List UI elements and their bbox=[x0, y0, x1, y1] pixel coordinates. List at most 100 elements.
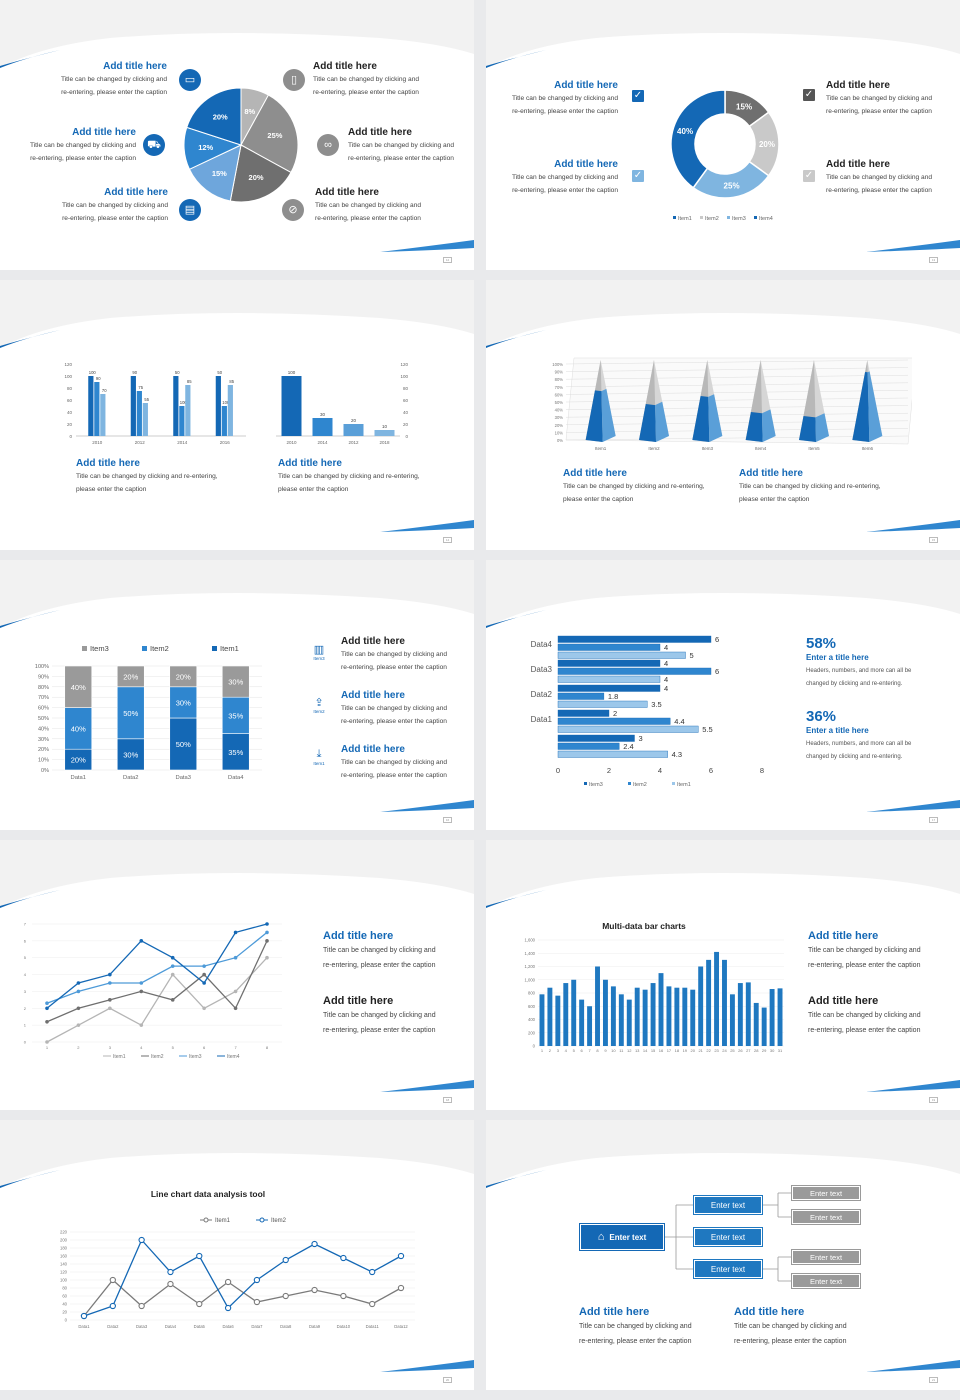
x-tick-label: 21 bbox=[698, 1048, 703, 1053]
slide-19[interactable]: Enter your title here 19 Multi-data bar … bbox=[486, 840, 960, 1110]
leaf-node[interactable]: Enter text bbox=[792, 1250, 860, 1264]
legend-label: Item1 bbox=[677, 782, 691, 788]
x-tick-label: 3 bbox=[557, 1048, 560, 1053]
stat-title: Enter a title here bbox=[806, 653, 869, 662]
child-node[interactable]: Enter text bbox=[694, 1196, 762, 1214]
slide-13[interactable]: Enter your title here 13 Add title here … bbox=[486, 0, 960, 270]
segment-label: 40% bbox=[71, 724, 86, 733]
data-point bbox=[202, 981, 206, 985]
legend-label: Item4 bbox=[227, 1054, 240, 1060]
x-tick-label: Data10 bbox=[337, 1324, 351, 1329]
block-title: Add title here bbox=[72, 127, 136, 138]
y-tick-label: 0% bbox=[557, 438, 563, 443]
y-tick-label: 100 bbox=[64, 374, 72, 379]
data-point bbox=[139, 1023, 144, 1027]
block-caption: re-entering, please enter the caption bbox=[808, 961, 921, 969]
multi-bar-chart: Multi-data bar charts 0 200 400 600 800 1,000 1… bbox=[525, 921, 784, 1053]
slide-14[interactable]: Enter your title here 14 0 20 40 60 80 100 120… bbox=[0, 280, 474, 550]
y-tick-label: 0 bbox=[533, 1044, 536, 1049]
block-caption: Title can be changed by clicking and bbox=[826, 95, 933, 102]
x-tick-label: 20 bbox=[691, 1048, 696, 1053]
leaf-node[interactable]: Enter text bbox=[792, 1186, 860, 1200]
data-point bbox=[233, 1006, 238, 1011]
block-title: Add title here bbox=[808, 995, 879, 1007]
slide-16[interactable]: Enter your title here 16 Item3 Item2 Item1… bbox=[0, 560, 474, 830]
bar-segment bbox=[64, 707, 93, 750]
y-tick-label: 200 bbox=[60, 1238, 68, 1243]
slide-18[interactable]: Enter your title here 18 0 1 2 3 4 5 6 7 1 2 3 4 5 6 7… bbox=[0, 840, 474, 1110]
bar bbox=[185, 385, 191, 436]
slide-20[interactable]: Enter your title here 20 Line chart data… bbox=[0, 1120, 474, 1390]
x-tick-label: 5 bbox=[573, 1048, 576, 1053]
pyramid-fill bbox=[585, 390, 603, 442]
bar bbox=[557, 643, 661, 651]
chart-legend: Item1 Item2 Item3 Item4 bbox=[673, 216, 773, 222]
child-node[interactable]: Enter text bbox=[694, 1228, 762, 1246]
y-tick-label: 600 bbox=[528, 1004, 536, 1009]
leaf-node[interactable]: Enter text bbox=[792, 1210, 860, 1224]
segment-label: 50% bbox=[176, 740, 191, 749]
data-point bbox=[170, 964, 175, 968]
bar-chart-icon: ▥ Item3 bbox=[313, 644, 325, 661]
leaf-node[interactable]: Enter text bbox=[792, 1274, 860, 1288]
x-tick-label: 25 bbox=[730, 1048, 735, 1053]
block-caption: Title can be changed by clicking and re-… bbox=[739, 483, 881, 490]
y-tick-label: 80 bbox=[403, 386, 409, 391]
grid-line bbox=[565, 428, 909, 433]
y-tick-label: 220 bbox=[60, 1230, 68, 1235]
block-title: Add title here bbox=[104, 187, 168, 198]
text-block: Add title here Title can be changed by c… bbox=[348, 126, 468, 165]
logo-icon bbox=[435, 849, 454, 868]
x-tick-label: 2010 bbox=[286, 440, 297, 445]
text-block: Add title here Title can be changed by c… bbox=[313, 60, 463, 99]
y-tick-label: 30% bbox=[555, 415, 564, 420]
x-tick-label: Data2 bbox=[123, 775, 138, 781]
tree-connectors bbox=[663, 1192, 791, 1282]
x-tick-label: Item1 bbox=[595, 446, 607, 451]
data-label: 3.5 bbox=[651, 700, 661, 709]
bar bbox=[557, 659, 661, 667]
grid-line bbox=[565, 435, 909, 441]
segment-label: 35% bbox=[228, 748, 243, 757]
y-tick-label: 1,200 bbox=[525, 964, 536, 969]
bar bbox=[610, 986, 616, 1046]
data-point bbox=[233, 930, 238, 935]
x-tick-label: 1 bbox=[541, 1048, 544, 1053]
block-caption: please enter the caption bbox=[76, 485, 147, 493]
x-tick-label: 16 bbox=[659, 1048, 664, 1053]
y-tick-label: 20 bbox=[67, 422, 73, 427]
data-label: 4.3 bbox=[672, 750, 682, 759]
x-tick-label: 2 bbox=[549, 1048, 552, 1053]
slide-21[interactable]: Enter your title here 21 ⌂ Enter text Ent… bbox=[486, 1120, 960, 1390]
chart-title: Line chart data analysis tool bbox=[151, 1189, 265, 1199]
block-title: Add title here bbox=[341, 690, 405, 701]
data-label: 100 bbox=[180, 400, 188, 405]
bar-segment bbox=[169, 717, 198, 771]
x-tick-label: 23 bbox=[714, 1048, 719, 1053]
y-tick-label: 0 bbox=[65, 1318, 68, 1323]
x-tick-label: Item5 bbox=[808, 446, 820, 451]
root-node[interactable]: ⌂ Enter text bbox=[580, 1224, 664, 1250]
slide-12[interactable]: Enter your title here 12 Add title here … bbox=[0, 0, 474, 270]
child-node[interactable]: Enter text bbox=[694, 1260, 762, 1278]
bar bbox=[374, 430, 395, 436]
block-caption: Title can be changed by clicking and bbox=[341, 651, 448, 658]
checkbox-icon: ✓ bbox=[803, 170, 815, 182]
bar bbox=[94, 382, 100, 436]
data-label: 4 bbox=[664, 675, 668, 684]
slide-title: Enter your title here bbox=[507, 295, 617, 309]
bar bbox=[221, 406, 227, 436]
slide-15[interactable]: Enter your title here 15 0% 10% 20% 30% 40% 5… bbox=[486, 280, 960, 550]
bar bbox=[729, 994, 735, 1046]
grouped-bar-chart: 0204060801001201009070201090755520125010… bbox=[64, 362, 246, 445]
slide-17[interactable]: Enter your title here 17 6 4 5 4 6 4 4 1.8 3.5 2 4… bbox=[486, 560, 960, 830]
y-tick-label: 6 bbox=[24, 938, 27, 943]
data-point bbox=[108, 972, 112, 977]
segment-label: 20% bbox=[71, 756, 86, 765]
block-caption: Title can be changed by clicking and bbox=[29, 142, 136, 149]
segment-label: 40% bbox=[71, 683, 86, 692]
data-point bbox=[139, 981, 144, 985]
bar bbox=[142, 403, 148, 436]
page-number: 15 bbox=[929, 537, 938, 543]
bar bbox=[557, 684, 661, 692]
